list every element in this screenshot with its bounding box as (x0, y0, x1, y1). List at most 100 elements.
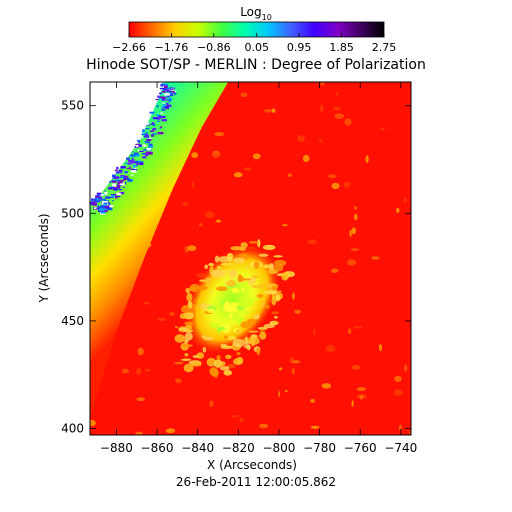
speckle (168, 312, 175, 316)
active-region-patch (182, 304, 188, 309)
active-region-patch (242, 278, 252, 281)
speckle (351, 400, 354, 407)
speckle (211, 151, 221, 158)
noise-pixel (104, 191, 108, 195)
active-region-patch (189, 283, 200, 293)
noise-pixel (158, 98, 161, 100)
x-tick-label: −780 (303, 441, 336, 455)
active-region-patch (183, 329, 194, 333)
speckle (307, 239, 317, 245)
speckle (278, 367, 283, 371)
noise-pixel (157, 95, 160, 98)
active-region-patch (278, 290, 282, 293)
noise-pixel (127, 179, 133, 182)
speckle (320, 82, 325, 86)
noise-pixel (128, 166, 130, 169)
noise-pixel (171, 92, 174, 94)
active-region-patch (262, 244, 276, 250)
speckle (319, 104, 324, 113)
active-region-patch (174, 334, 186, 343)
speckle (334, 113, 345, 120)
noise-pixel (157, 114, 161, 117)
speckle (292, 292, 295, 300)
noise-pixel (118, 169, 123, 172)
noise-pixel (136, 162, 139, 166)
noise-pixel (110, 194, 117, 196)
noise-pixel (161, 98, 167, 101)
noise-pixel (118, 171, 123, 174)
speckle (343, 181, 351, 188)
noise-pixel (107, 187, 113, 190)
noise-pixel (144, 134, 149, 138)
noise-pixel (162, 82, 164, 84)
noise-pixel (164, 105, 169, 109)
noise-pixel (163, 87, 168, 90)
speckle (284, 389, 288, 393)
active-region-patch (183, 311, 194, 320)
noise-pixel (117, 176, 122, 178)
noise-pixel (163, 106, 166, 109)
noise-pixel (155, 99, 159, 101)
noise-pixel (95, 207, 101, 210)
speckle (360, 395, 363, 400)
x-tick-label: −820 (222, 441, 255, 455)
noise-pixel (101, 205, 103, 208)
noise-pixel (112, 174, 116, 178)
active-region-patch (185, 287, 191, 294)
speckle (398, 424, 402, 431)
active-region-patch (187, 300, 193, 309)
speckle (347, 328, 352, 335)
noise-pixel (148, 124, 150, 127)
noise-pixel (134, 154, 140, 157)
speckle (209, 400, 214, 407)
active-region-patch (174, 326, 179, 329)
active-region-patch (216, 354, 221, 361)
noise-pixel (116, 185, 121, 189)
speckle (321, 383, 332, 389)
noise-pixel (139, 150, 144, 153)
noise-pixel (163, 85, 168, 88)
noise-pixel (120, 175, 126, 178)
noise-pixel (167, 104, 172, 108)
noise-pixel (100, 198, 106, 201)
active-region-patch (263, 323, 275, 329)
noise-pixel (95, 199, 101, 203)
noise-pixel (95, 195, 101, 198)
speckle (371, 256, 380, 260)
noise-pixel (151, 134, 155, 137)
noise-pixel (111, 181, 117, 183)
noise-pixel (151, 122, 155, 126)
speckle (240, 92, 248, 98)
active-region-patch (209, 291, 214, 295)
speckle (182, 201, 189, 206)
noise-pixel (141, 133, 147, 136)
speckle (215, 219, 222, 223)
noise-pixel (133, 165, 136, 169)
noise-pixel (173, 90, 177, 93)
noise-pixel (131, 170, 137, 173)
active-region-patch (240, 321, 251, 329)
speckle (356, 387, 366, 392)
active-region-glow (184, 245, 280, 354)
noise-pixel (112, 178, 114, 180)
noise-pixel (118, 188, 123, 190)
active-region-patch (233, 257, 246, 264)
noise-pixel (167, 98, 172, 101)
speckle (143, 301, 150, 305)
noise-pixel (159, 126, 162, 128)
noise-pixel (91, 202, 98, 206)
noise-pixel (111, 180, 117, 182)
speckle (135, 431, 143, 435)
chart-title: Hinode SOT/SP - MERLIN : Degree of Polar… (86, 57, 426, 73)
speckle (347, 259, 357, 266)
noise-pixel (104, 205, 109, 208)
noise-pixel (150, 123, 153, 125)
noise-pixel (146, 122, 150, 125)
colorbar-tick-label: 1.85 (329, 41, 354, 54)
active-region-patch (236, 351, 241, 356)
noise-pixel (95, 197, 99, 201)
x-axis: −880 −860 −840 −820 −800 −780 −760 −740 (100, 82, 417, 455)
speckle (165, 428, 176, 434)
noise-pixel (128, 159, 133, 163)
active-region-patch (219, 366, 230, 371)
